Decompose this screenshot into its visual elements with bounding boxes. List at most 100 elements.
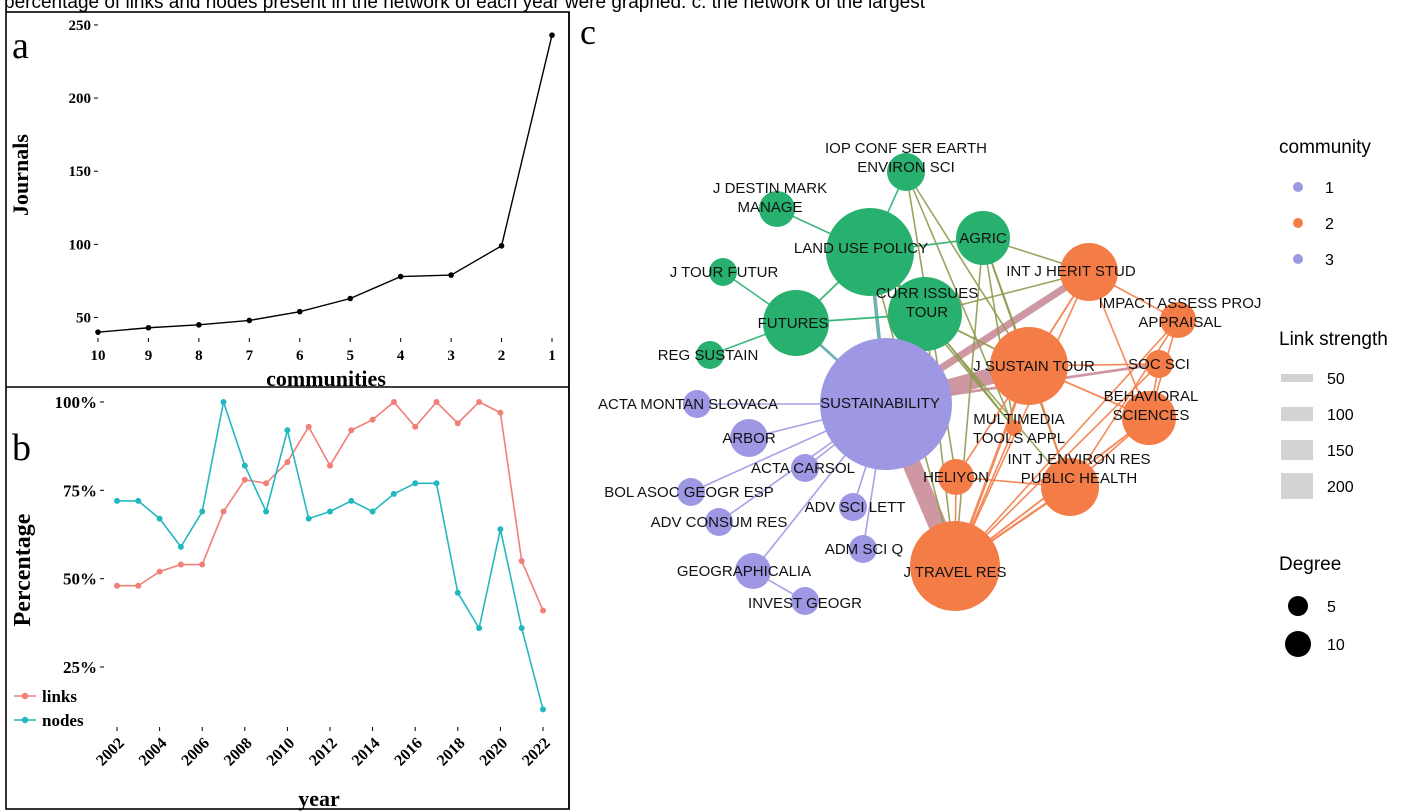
- b-data-point-links: [220, 508, 227, 515]
- c-node-label-line: J TRAVEL RES: [903, 564, 1006, 581]
- c-legend-link-swatch: [1281, 473, 1313, 499]
- a-x-tick-label: 8: [195, 348, 203, 364]
- c-node-label-line: CURR ISSUES: [876, 285, 979, 302]
- c-legend-community-dot: [1293, 254, 1303, 264]
- a-series-points: [95, 32, 555, 335]
- c-node-labels: IOP CONF SER EARTH ENVIRON SCI J DESTIN MA…: [598, 140, 1261, 612]
- b-data-point-nodes: [476, 625, 483, 632]
- a-data-point: [145, 324, 152, 331]
- c-node-label-line: AGRIC: [959, 230, 1007, 247]
- c-legend-degree-title: Degree: [1279, 554, 1341, 575]
- b-data-point-links: [263, 480, 270, 487]
- c-node-label-jdm: J DESTIN MARK MANAGE: [713, 180, 827, 216]
- b-x-tick-label: 2014: [349, 735, 384, 770]
- c-node-asq: [849, 535, 877, 563]
- c-node-iop: [887, 153, 925, 191]
- c-node-label-line: TOUR: [906, 304, 948, 321]
- b-data-point-nodes: [348, 497, 355, 504]
- a-x-tick-label: 5: [346, 348, 354, 364]
- c-node-label-beh: BEHAVIORAL SCIENCES: [1104, 388, 1199, 424]
- b-x-axis-label: year: [298, 786, 340, 811]
- panel-a-letter: a: [12, 25, 29, 67]
- panel-b-letter: b: [12, 427, 31, 469]
- c-legend-degree-dot: [1285, 631, 1311, 657]
- b-data-point-nodes: [284, 427, 291, 434]
- b-data-point-nodes: [199, 508, 206, 515]
- c-legend-link-title: Link strength: [1279, 329, 1388, 350]
- b-data-point-nodes: [220, 399, 227, 405]
- b-data-point-links: [454, 420, 461, 427]
- b-data-point-nodes: [433, 480, 440, 487]
- c-node-arb: [730, 419, 768, 457]
- b-x-tick-label: 2002: [93, 735, 128, 770]
- c-node-geo: [735, 553, 771, 589]
- c-legend-community-label: 2: [1325, 216, 1334, 233]
- b-data-point-links: [476, 399, 483, 405]
- c-legend-link-label: 150: [1327, 443, 1354, 460]
- c-node-label-jst: J SUSTAIN TOUR: [973, 358, 1095, 375]
- b-y-axis-label: Percentage: [10, 513, 36, 626]
- b-x-tick-label: 2022: [519, 735, 554, 770]
- c-node-label-line: MANAGE: [737, 199, 802, 216]
- b-legend-dot-nodes: [21, 716, 29, 724]
- c-node-iapa: [1160, 302, 1196, 338]
- c-node-label-jtf: J TOUR FUTUR: [670, 264, 779, 281]
- c-node-label-line: ADM SCI Q: [825, 541, 903, 558]
- c-node-label-line: PUBLIC HEALTH: [1021, 470, 1137, 487]
- a-y-tick-label: 100: [69, 237, 92, 253]
- b-x-tick-label: 2010: [264, 735, 299, 770]
- c-legend-link-label: 100: [1327, 407, 1354, 424]
- c-node-beh: [1122, 391, 1176, 445]
- c-node-label-lup: LAND USE POLICY: [794, 240, 928, 257]
- panel-c-letter: c: [580, 12, 596, 52]
- c-node-label-line: SCIENCES: [1113, 407, 1190, 424]
- b-series-line-links: [117, 400, 544, 611]
- panel-b-chart: 25%50%75%100% 2002 2004 2006 2008 2010 2012 20…: [10, 393, 554, 811]
- b-data-point-links: [284, 459, 291, 466]
- b-data-point-links: [177, 561, 184, 568]
- b-x-tick-label: 2018: [434, 735, 469, 770]
- a-x-tick-label: 10: [91, 348, 106, 364]
- c-node-ijhs: [1060, 243, 1118, 301]
- c-node-label-ig: INVEST GEOGR: [748, 595, 862, 612]
- c-node-hel: [938, 459, 974, 495]
- c-link-JTR-IAPA: [954, 319, 1179, 567]
- b-legend-label-links: links: [42, 687, 77, 706]
- c-legend-link-swatch: [1281, 407, 1313, 421]
- c-node-label-mta: MULTIMEDIA TOOLS APPL: [973, 411, 1065, 447]
- b-data-point-nodes: [263, 508, 270, 515]
- b-data-point-links: [327, 462, 333, 469]
- b-data-point-nodes: [369, 508, 376, 515]
- b-data-point-links: [497, 409, 504, 416]
- panel-frames: [5, 11, 570, 810]
- a-x-axis-ticks: 10 9 8 7 6 5 4 3 2 1: [91, 338, 556, 364]
- c-legend-community-title: community: [1279, 137, 1371, 158]
- c-node-label-sus: SUSTAINABILITY: [820, 395, 940, 412]
- c-node-label-iapa: IMPACT ASSESS PROJ APPRAISAL: [1099, 295, 1262, 331]
- c-legend: community 1 2 3 Link strength 50 100 150 200 Degr…: [1279, 137, 1388, 657]
- panel-c-network: IOP CONF SER EARTH ENVIRON SCI J DESTIN MA…: [598, 137, 1388, 657]
- c-node-label-line: SUSTAINABILITY: [820, 395, 940, 412]
- a-y-tick-label: 250: [69, 18, 92, 34]
- c-legend-degree-label: 10: [1327, 637, 1345, 654]
- a-data-point: [498, 243, 505, 249]
- c-legend-community-label: 1: [1325, 180, 1334, 197]
- c-node-label-line: IMPACT ASSESS PROJ: [1099, 295, 1262, 312]
- a-series-line: [97, 35, 553, 333]
- c-legend-link-swatch: [1281, 374, 1313, 382]
- c-node-label-line: LAND USE POLICY: [794, 240, 928, 257]
- b-data-point-nodes: [156, 515, 163, 522]
- c-node-ac: [791, 454, 819, 482]
- c-node-label-soc: SOC SCI: [1128, 356, 1190, 373]
- c-node-jdm: [759, 191, 795, 227]
- c-node-label-line: SOC SCI: [1128, 356, 1190, 373]
- a-x-axis-label: communities: [266, 366, 386, 391]
- c-node-label-line: BEHAVIORAL: [1104, 388, 1199, 405]
- b-data-point-nodes: [454, 589, 461, 596]
- b-y-tick-label: 25%: [63, 658, 97, 677]
- c-node-ams: [683, 390, 711, 418]
- b-data-point-nodes: [412, 480, 419, 487]
- b-data-point-nodes: [390, 490, 397, 497]
- a-x-tick-label: 4: [397, 348, 405, 364]
